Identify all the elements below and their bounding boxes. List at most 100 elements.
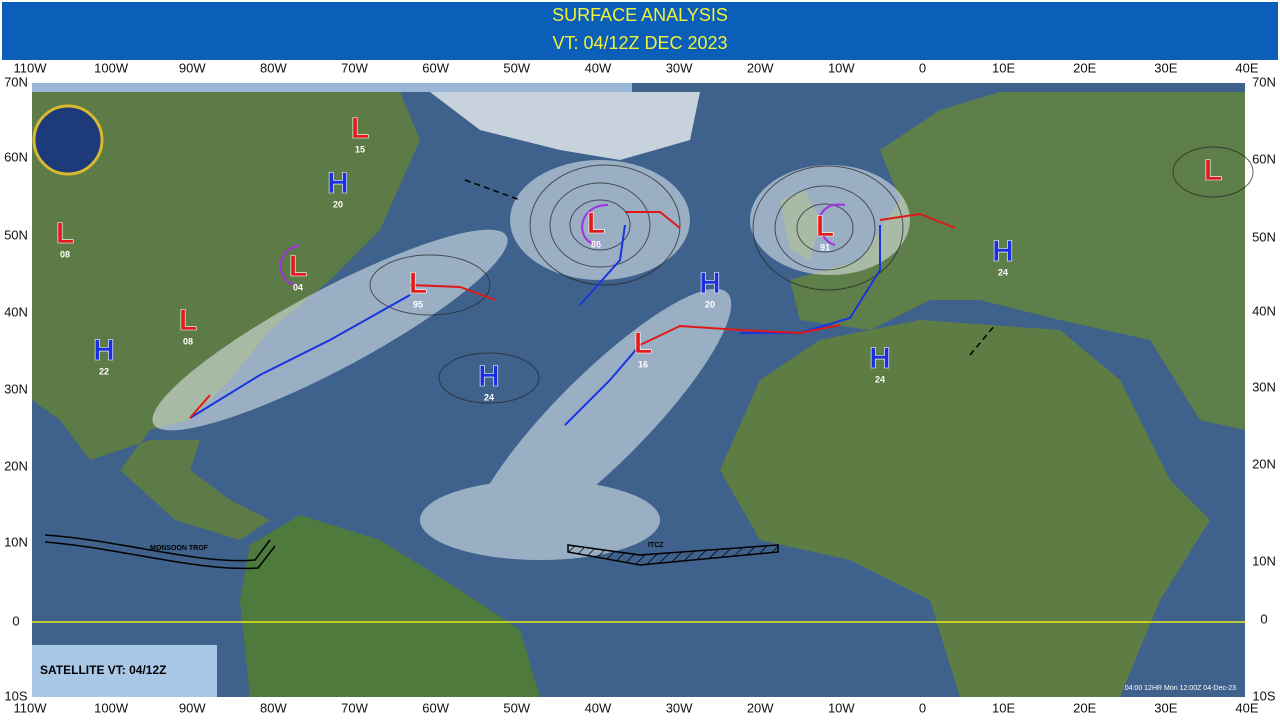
longitude-label: 60W [422,700,449,715]
occluded-front [818,203,846,246]
warm-front [189,394,211,419]
isobars [369,146,1254,404]
title: SURFACE ANALYSIS [552,5,728,25]
system-symbol: L [56,217,74,250]
grid-labels: 110W 110W 100W 100W 90W 90W 80W 80W 70W 70W 60W 60W… [4,60,1276,715]
occluded-fronts [279,203,846,286]
latitude-label: 10S [1252,688,1275,703]
longitude-label: 0 [919,700,926,715]
isobar [369,254,491,316]
system-symbol: L [587,207,605,240]
longitude-label: 70W [341,700,368,715]
latitude-label: 10S [4,688,27,703]
system-symbol: L [634,327,652,360]
system-pressure: 08 [183,336,193,346]
cold-front [579,224,626,306]
logo [32,104,104,176]
longitude-label: 80W [260,60,287,75]
longitude-label: 10E [992,700,1015,715]
system-pressure: 24 [484,392,494,402]
isobar [752,165,904,291]
isobar [529,164,681,286]
occluded-front [279,244,301,286]
system-pressure: 22 [99,366,109,376]
itcz-label: ITCZ [648,542,664,549]
longitude-label: 70W [341,60,368,75]
longitude-label: 80W [260,700,287,715]
latitude-label: 20N [4,458,28,473]
itcz [567,544,779,566]
latitude-label: 70N [1252,74,1276,89]
system-symbol: H [327,167,349,200]
latitude-label: 60N [4,149,28,164]
isobar [1172,146,1254,198]
longitude-label: 20E [1073,60,1096,75]
system-pressure: 04 [293,282,303,292]
system-pressure: 95 [413,299,423,309]
system-symbol: L [409,267,427,300]
greenland [430,92,700,160]
longitude-label: 40E [1235,60,1258,75]
legend-strip [32,83,632,92]
eurasia [790,92,1245,430]
cloud [420,480,660,560]
cloud [510,160,690,280]
longitude-label: 40E [1235,700,1258,715]
longitude-label: 100W [94,60,129,75]
longitude-label: 50W [503,60,530,75]
isobar [549,182,651,268]
latitude-label: 50N [4,227,28,242]
system-symbol: H [992,235,1014,268]
longitude-label: 0 [919,60,926,75]
latitude-label: 0 [12,613,19,628]
cloud-band [152,229,508,431]
system-pressure: 16 [638,359,648,369]
longitude-label: 10W [828,60,855,75]
occluded-front [581,204,609,246]
latitude-label: 70N [4,74,28,89]
latitude-label: 40N [1252,303,1276,318]
latitude-label: 10N [1252,553,1276,568]
longitude-label: 110W [14,700,48,715]
trough [969,324,996,356]
system-symbol: L [179,304,197,337]
north-america [32,92,420,540]
cold-front [189,294,411,419]
south-america [240,515,540,697]
system-symbol: H [93,334,115,367]
system-pressure: 08 [60,249,70,259]
isobar [438,352,540,404]
system-symbol: L [351,112,369,145]
longitude-label: 90W [179,60,206,75]
africa [720,320,1210,697]
system-pressure: 24 [998,267,1008,277]
system-symbol: L [816,210,834,243]
system-symbol: L [289,250,307,283]
troughs [44,179,996,570]
longitude-label: 30W [666,700,693,715]
system-pressure: 20 [333,199,343,209]
system-symbol: L [1204,154,1222,187]
longitude-label: 20W [747,60,774,75]
longitude-label: 10W [828,700,855,715]
longitude-label: 100W [94,700,129,715]
longitude-label: 10E [992,60,1015,75]
cold-front [564,344,641,426]
longitude-label: 60W [422,60,449,75]
system-pressure: 15 [355,144,365,154]
warm-front [879,212,956,229]
satellite-time: SATELLITE VT: 04/12Z [40,663,166,677]
longitude-label: 110W [14,60,48,75]
system-symbol: H [478,360,500,393]
latitude-label: 40N [4,304,28,319]
system-symbol: H [699,267,721,300]
latitude-label: 50N [1252,229,1276,244]
monsoon-label: MONSOON TROF [150,545,209,552]
longitude-label: 20E [1073,700,1096,715]
latitude-label: 60N [1252,151,1276,166]
longitude-label: 30W [666,60,693,75]
isobar [569,199,631,251]
